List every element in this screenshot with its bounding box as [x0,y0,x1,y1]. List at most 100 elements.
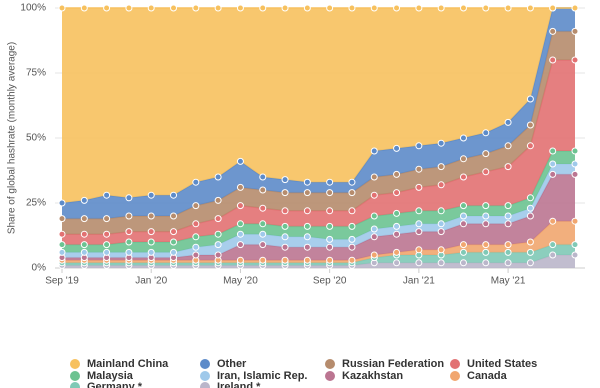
point [58,215,66,223]
point [549,27,557,35]
point [437,259,445,267]
legend-marker[interactable] [70,382,80,388]
legend-label[interactable]: Iran, Islamic Rep. [217,370,307,382]
legend-label[interactable]: Mainland China [87,358,169,370]
legend-marker[interactable] [325,359,335,369]
point [259,230,267,238]
point [326,178,334,186]
legend-label[interactable]: Germany * [87,381,143,388]
legend-marker[interactable] [450,359,460,369]
point [549,4,557,12]
point [214,196,222,204]
point [571,27,579,35]
area [62,8,575,203]
legend-marker[interactable] [200,382,210,388]
point [482,212,490,220]
point [437,163,445,171]
point [459,212,467,220]
point [281,176,289,184]
point [147,191,155,199]
x-tick-label: May '20 [223,276,258,287]
point [571,251,579,259]
point [303,243,311,251]
legend-label[interactable]: Malaysia [87,370,134,382]
point [214,215,222,223]
legend-label[interactable]: Canada [467,370,508,382]
point [80,215,88,223]
point [125,228,133,236]
point [281,222,289,230]
point [236,202,244,210]
legend-marker[interactable] [200,359,210,369]
area [62,151,575,253]
point [303,256,311,264]
point [192,233,200,241]
point [393,4,401,12]
point [459,248,467,256]
legend-marker[interactable] [70,371,80,381]
legend-label[interactable]: Kazakhstan [342,370,403,382]
y-tick-label: 0% [32,263,47,274]
point [236,4,244,12]
point [170,238,178,246]
point [236,256,244,264]
point [170,228,178,236]
area [62,255,575,268]
point [459,134,467,142]
point [482,4,490,12]
point [281,233,289,241]
area [62,174,575,261]
legend-label[interactable]: United States [467,358,537,370]
point [370,173,378,181]
point [58,4,66,12]
point [326,189,334,197]
point [459,241,467,249]
point [236,157,244,165]
point [214,4,222,12]
point [170,212,178,220]
area [62,221,575,263]
point [259,173,267,181]
point [393,209,401,217]
point [348,178,356,186]
point [504,163,512,171]
point [459,173,467,181]
point [437,139,445,147]
legend-label[interactable]: Russian Federation [342,358,444,370]
legend-marker[interactable] [200,371,210,381]
point [504,248,512,256]
point [370,212,378,220]
point [303,178,311,186]
point [504,220,512,228]
point [437,228,445,236]
legend-marker[interactable] [450,371,460,381]
point [348,222,356,230]
point [192,220,200,228]
point [549,147,557,155]
point [80,196,88,204]
point [482,220,490,228]
point [170,191,178,199]
point [415,259,423,267]
point [103,191,111,199]
legend-label[interactable]: Ireland * [217,381,261,388]
point [236,241,244,249]
point [482,202,490,210]
y-tick-label: 75% [26,68,46,79]
legend-marker[interactable] [70,359,80,369]
point [236,183,244,191]
point [192,243,200,251]
legend-label[interactable]: Other [217,358,247,370]
point [214,173,222,181]
point [549,56,557,64]
y-axis-title: Share of global hashrate (monthly averag… [7,42,18,234]
point [80,4,88,12]
point [526,142,534,150]
point [415,4,423,12]
legend-marker[interactable] [325,371,335,381]
point [482,150,490,158]
point [504,259,512,267]
area [62,8,575,219]
point [437,181,445,189]
